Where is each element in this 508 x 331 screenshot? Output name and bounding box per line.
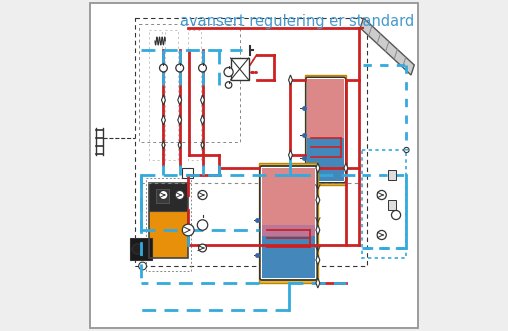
Bar	[307, 138, 344, 181]
Circle shape	[199, 64, 206, 72]
Bar	[146, 178, 192, 271]
Circle shape	[226, 82, 232, 88]
Bar	[305, 75, 346, 185]
Circle shape	[175, 190, 184, 200]
Circle shape	[377, 230, 386, 240]
Bar	[136, 18, 367, 266]
Text: avansert regulering er standard: avansert regulering er standard	[180, 14, 414, 29]
Bar	[149, 183, 188, 211]
Polygon shape	[316, 195, 320, 205]
Circle shape	[197, 220, 208, 230]
Bar	[388, 170, 396, 180]
Bar	[130, 238, 152, 260]
Circle shape	[139, 262, 146, 270]
Polygon shape	[201, 141, 204, 149]
Circle shape	[198, 190, 207, 200]
Bar	[262, 236, 315, 278]
Bar	[166, 30, 178, 160]
Polygon shape	[162, 115, 166, 125]
Polygon shape	[316, 163, 320, 173]
Circle shape	[176, 64, 183, 72]
Bar	[362, 150, 406, 258]
Polygon shape	[316, 255, 320, 265]
Polygon shape	[162, 95, 166, 105]
Polygon shape	[178, 115, 182, 125]
Bar	[188, 30, 201, 160]
Polygon shape	[289, 75, 293, 85]
Bar	[149, 183, 188, 258]
Circle shape	[159, 190, 168, 200]
FancyBboxPatch shape	[260, 166, 317, 280]
Circle shape	[404, 147, 409, 153]
Circle shape	[392, 211, 401, 219]
Bar	[155, 189, 169, 203]
Bar	[262, 168, 315, 225]
Polygon shape	[316, 225, 320, 235]
Polygon shape	[178, 95, 182, 105]
Polygon shape	[178, 141, 181, 149]
Circle shape	[132, 244, 143, 254]
Bar	[307, 79, 344, 138]
Bar	[182, 168, 194, 178]
Circle shape	[224, 68, 233, 76]
Bar	[259, 163, 318, 283]
Circle shape	[182, 224, 194, 236]
Circle shape	[377, 190, 386, 200]
Circle shape	[199, 244, 206, 252]
Polygon shape	[360, 18, 415, 75]
Polygon shape	[316, 278, 320, 288]
Bar	[149, 211, 188, 258]
Polygon shape	[201, 115, 205, 125]
Circle shape	[160, 64, 167, 72]
Polygon shape	[201, 95, 205, 105]
Bar	[139, 24, 240, 142]
Polygon shape	[289, 150, 293, 160]
Bar	[149, 30, 162, 160]
Bar	[231, 58, 249, 80]
Polygon shape	[162, 141, 165, 149]
Bar	[262, 225, 315, 236]
Polygon shape	[344, 163, 348, 173]
Bar	[388, 200, 396, 210]
FancyBboxPatch shape	[306, 77, 345, 183]
